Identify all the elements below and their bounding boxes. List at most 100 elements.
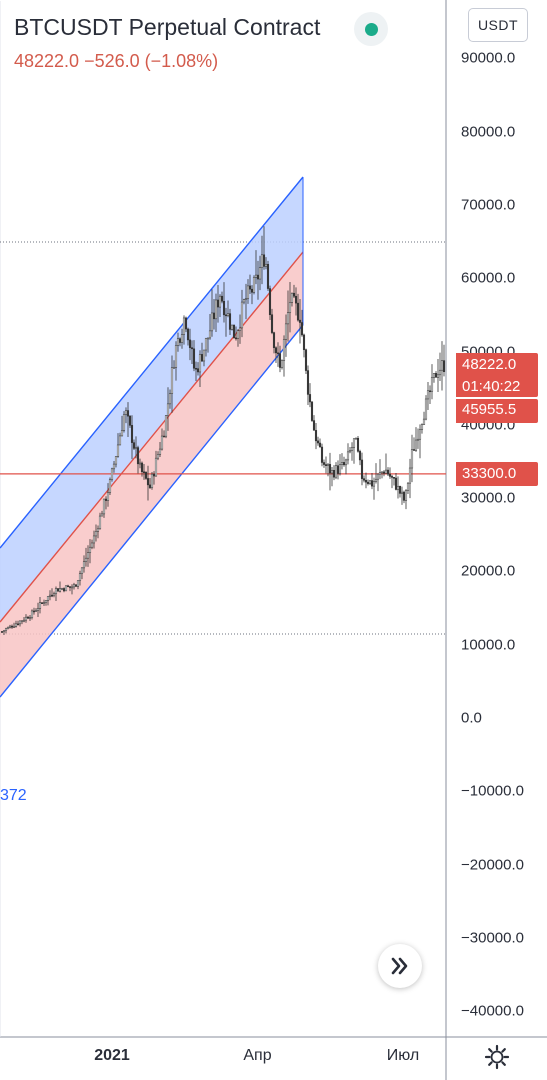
candle: [204, 337, 208, 357]
candle: [8, 624, 12, 629]
candle: [184, 316, 188, 333]
candle: [324, 456, 328, 474]
candle: [82, 555, 86, 573]
candle: [132, 439, 136, 450]
currency-button[interactable]: USDT: [468, 8, 528, 42]
candle: [366, 479, 370, 486]
candle: [84, 547, 88, 567]
candle: [318, 438, 322, 448]
candle: [226, 300, 230, 318]
candle: [436, 358, 440, 392]
candle: [40, 602, 44, 604]
candle: [374, 463, 378, 484]
candle: [392, 476, 396, 486]
candle: [432, 373, 436, 383]
candle: [14, 620, 18, 628]
candlestick-series[interactable]: [0, 226, 446, 636]
candle: [308, 383, 312, 408]
candle: [12, 622, 16, 628]
candle: [274, 346, 278, 364]
candle: [330, 467, 334, 487]
price-tick-label: 70000.0: [461, 196, 516, 214]
candle: [428, 385, 432, 404]
candle: [24, 614, 28, 623]
candle: [208, 313, 212, 340]
candle: [114, 456, 118, 468]
candle: [258, 255, 262, 291]
candle: [372, 477, 376, 500]
channel-bottom-line[interactable]: [0, 324, 304, 698]
candle: [296, 293, 300, 322]
candle: [72, 582, 76, 590]
candle: [0, 631, 4, 633]
candle: [120, 415, 124, 437]
candle: [158, 441, 162, 458]
second-price-tag: 45955.5: [456, 399, 538, 423]
candle: [26, 615, 30, 619]
candle: [98, 512, 102, 530]
candle: [110, 467, 114, 482]
candle: [224, 307, 228, 337]
candle: [406, 482, 410, 494]
candle: [388, 467, 392, 479]
candle: [244, 283, 248, 320]
candle: [440, 341, 444, 391]
candle: [298, 298, 302, 344]
channel-upper-zone[interactable]: [0, 177, 303, 622]
candle: [404, 489, 408, 510]
candle: [46, 595, 50, 606]
candle: [142, 464, 146, 480]
candle: [320, 443, 324, 467]
price-tick-label: −20000.0: [461, 856, 524, 874]
candle: [342, 456, 346, 467]
candle: [294, 287, 298, 316]
chart-settings-button[interactable]: [480, 1040, 514, 1074]
candle: [340, 453, 344, 470]
candle: [292, 284, 296, 299]
candle: [16, 620, 20, 626]
candle: [300, 309, 304, 337]
candle: [136, 445, 140, 474]
candle: [30, 609, 34, 620]
candle: [48, 590, 52, 601]
candle: [92, 530, 96, 549]
candle: [430, 364, 434, 400]
gear-icon: [484, 1044, 510, 1070]
candle: [190, 340, 194, 364]
candle: [34, 608, 38, 613]
candle: [424, 395, 428, 421]
candle: [268, 285, 272, 320]
candle: [146, 465, 150, 501]
candle: [256, 260, 260, 300]
candle: [354, 437, 358, 440]
symbol-title[interactable]: BTCUSDT Perpetual Contract: [14, 14, 321, 40]
channel-top-line[interactable]: [0, 176, 304, 549]
candle: [22, 616, 26, 623]
candle: [212, 298, 216, 330]
price-tick-label: 20000.0: [461, 562, 516, 580]
candle: [416, 428, 420, 449]
candle: [422, 411, 426, 425]
candle: [246, 279, 250, 304]
candle: [414, 427, 418, 452]
candle: [390, 474, 394, 489]
candle: [32, 607, 36, 615]
market-status-indicator[interactable]: [354, 12, 388, 46]
time-tick-label: Апр: [243, 1047, 272, 1064]
candle: [368, 480, 372, 485]
candle: [232, 324, 236, 339]
candle: [278, 345, 282, 373]
price-tick-label: −40000.0: [461, 1002, 524, 1020]
candle: [386, 467, 390, 476]
candle: [344, 458, 348, 475]
candle: [218, 294, 222, 318]
scroll-to-latest-button[interactable]: [378, 944, 422, 988]
candle: [276, 342, 280, 367]
channel-middle-line[interactable]: [0, 251, 304, 623]
candle: [370, 472, 374, 490]
candle: [66, 584, 70, 588]
candle: [408, 458, 412, 499]
candle: [410, 434, 414, 483]
